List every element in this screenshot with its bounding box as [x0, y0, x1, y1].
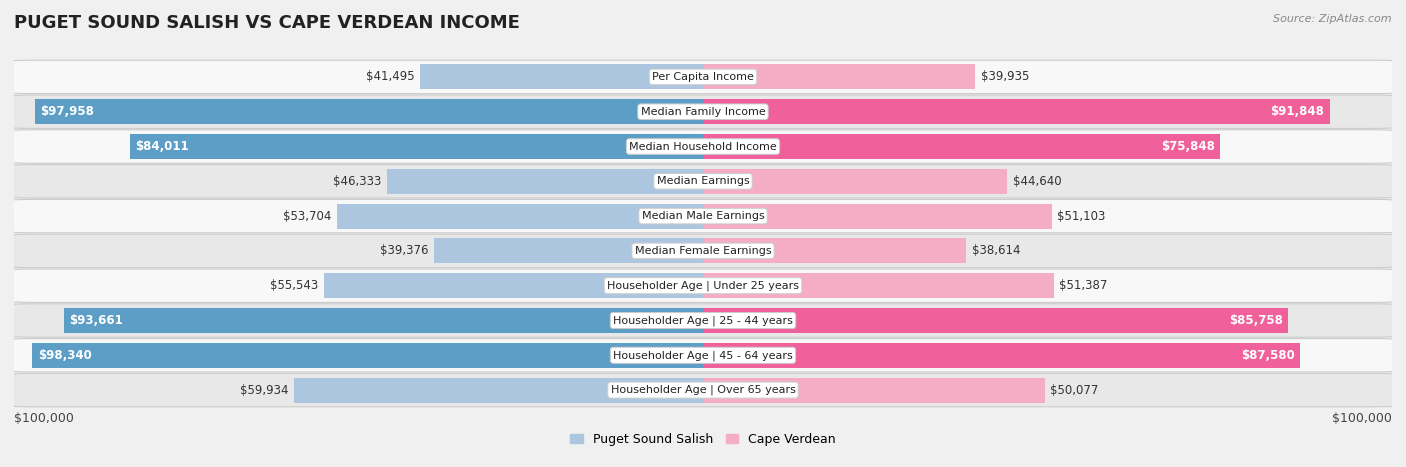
- Text: $50,077: $50,077: [1050, 383, 1098, 396]
- Text: $100,000: $100,000: [14, 411, 75, 425]
- Bar: [35, 99, 703, 124]
- Text: $97,958: $97,958: [41, 105, 94, 118]
- Bar: [434, 238, 703, 263]
- Text: Householder Age | 25 - 44 years: Householder Age | 25 - 44 years: [613, 315, 793, 326]
- Text: $41,495: $41,495: [366, 71, 415, 84]
- Text: $91,848: $91,848: [1270, 105, 1324, 118]
- Bar: [129, 134, 703, 159]
- Text: Householder Age | Under 25 years: Householder Age | Under 25 years: [607, 281, 799, 291]
- Text: Median Family Income: Median Family Income: [641, 107, 765, 117]
- FancyBboxPatch shape: [7, 95, 1399, 128]
- FancyBboxPatch shape: [7, 269, 1399, 303]
- FancyBboxPatch shape: [7, 339, 1399, 372]
- FancyBboxPatch shape: [7, 164, 1399, 198]
- Text: Householder Age | 45 - 64 years: Householder Age | 45 - 64 years: [613, 350, 793, 361]
- Text: Householder Age | Over 65 years: Householder Age | Over 65 years: [610, 385, 796, 396]
- Text: $39,935: $39,935: [981, 71, 1029, 84]
- Bar: [325, 273, 703, 298]
- Bar: [703, 238, 966, 263]
- Text: Median Earnings: Median Earnings: [657, 177, 749, 186]
- Text: $55,543: $55,543: [270, 279, 319, 292]
- Text: $100,000: $100,000: [1331, 411, 1392, 425]
- FancyBboxPatch shape: [7, 374, 1399, 407]
- Bar: [703, 343, 1301, 368]
- Bar: [703, 308, 1288, 333]
- Text: $51,103: $51,103: [1057, 210, 1105, 223]
- FancyBboxPatch shape: [7, 199, 1399, 233]
- FancyBboxPatch shape: [7, 60, 1399, 93]
- Text: $75,848: $75,848: [1161, 140, 1215, 153]
- Text: $93,661: $93,661: [69, 314, 124, 327]
- Bar: [336, 204, 703, 229]
- Text: $85,758: $85,758: [1229, 314, 1282, 327]
- Bar: [703, 99, 1330, 124]
- Text: $39,376: $39,376: [381, 244, 429, 257]
- Text: Source: ZipAtlas.com: Source: ZipAtlas.com: [1274, 14, 1392, 24]
- Text: $38,614: $38,614: [972, 244, 1021, 257]
- Bar: [703, 273, 1053, 298]
- Bar: [703, 377, 1045, 403]
- Text: Median Household Income: Median Household Income: [628, 142, 778, 151]
- Text: $46,333: $46,333: [333, 175, 381, 188]
- FancyBboxPatch shape: [7, 304, 1399, 337]
- Text: $53,704: $53,704: [283, 210, 332, 223]
- Text: PUGET SOUND SALISH VS CAPE VERDEAN INCOME: PUGET SOUND SALISH VS CAPE VERDEAN INCOM…: [14, 14, 520, 32]
- Text: $59,934: $59,934: [240, 383, 288, 396]
- Bar: [703, 169, 1008, 194]
- Bar: [32, 343, 703, 368]
- Text: $44,640: $44,640: [1012, 175, 1062, 188]
- Bar: [387, 169, 703, 194]
- Text: $87,580: $87,580: [1241, 349, 1295, 362]
- Bar: [703, 204, 1052, 229]
- Text: Per Capita Income: Per Capita Income: [652, 72, 754, 82]
- Bar: [420, 64, 703, 90]
- Bar: [294, 377, 703, 403]
- Text: Median Female Earnings: Median Female Earnings: [634, 246, 772, 256]
- Legend: Puget Sound Salish, Cape Verdean: Puget Sound Salish, Cape Verdean: [565, 428, 841, 451]
- Bar: [65, 308, 703, 333]
- Text: $84,011: $84,011: [135, 140, 188, 153]
- FancyBboxPatch shape: [7, 234, 1399, 268]
- Text: Median Male Earnings: Median Male Earnings: [641, 211, 765, 221]
- Bar: [703, 134, 1220, 159]
- Text: $51,387: $51,387: [1059, 279, 1108, 292]
- FancyBboxPatch shape: [7, 130, 1399, 163]
- Text: $98,340: $98,340: [38, 349, 91, 362]
- Bar: [703, 64, 976, 90]
